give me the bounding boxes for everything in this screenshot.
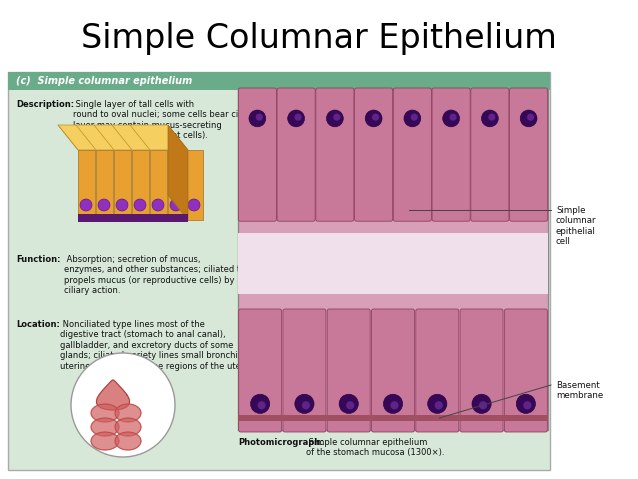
- Text: (c)  Simple columnar epithelium: (c) Simple columnar epithelium: [16, 76, 192, 86]
- Bar: [132, 150, 149, 220]
- Polygon shape: [168, 125, 188, 220]
- Ellipse shape: [411, 114, 418, 121]
- FancyBboxPatch shape: [277, 88, 315, 221]
- Bar: [78, 150, 95, 220]
- Polygon shape: [58, 125, 188, 150]
- FancyBboxPatch shape: [432, 88, 470, 221]
- Bar: [186, 150, 203, 220]
- Bar: [238, 415, 548, 421]
- Ellipse shape: [390, 401, 399, 410]
- Text: Description:: Description:: [16, 100, 74, 109]
- Polygon shape: [115, 404, 141, 422]
- Polygon shape: [91, 418, 119, 436]
- Bar: [114, 150, 131, 220]
- Ellipse shape: [365, 110, 382, 127]
- Text: Single layer of tall cells with
round to oval nuclei; some cells bear cilia;
lay: Single layer of tall cells with round to…: [73, 100, 251, 140]
- Polygon shape: [115, 432, 141, 450]
- Text: Location:: Location:: [16, 320, 60, 329]
- FancyBboxPatch shape: [505, 309, 547, 432]
- Ellipse shape: [383, 394, 403, 413]
- Text: Simple
columnar
epithelial
cell: Simple columnar epithelial cell: [556, 206, 597, 246]
- Polygon shape: [91, 404, 119, 422]
- FancyBboxPatch shape: [327, 309, 370, 432]
- Polygon shape: [91, 432, 119, 450]
- Ellipse shape: [339, 394, 359, 413]
- FancyBboxPatch shape: [283, 309, 326, 432]
- Text: Absorption; secretion of mucus,
enzymes, and other substances; ciliated type
pro: Absorption; secretion of mucus, enzymes,…: [64, 255, 256, 295]
- Ellipse shape: [288, 110, 304, 127]
- Ellipse shape: [134, 199, 146, 211]
- Ellipse shape: [450, 114, 457, 121]
- Ellipse shape: [152, 199, 164, 211]
- Ellipse shape: [404, 110, 421, 127]
- FancyBboxPatch shape: [416, 309, 459, 432]
- Ellipse shape: [516, 394, 535, 413]
- FancyBboxPatch shape: [316, 88, 354, 221]
- Ellipse shape: [327, 110, 343, 127]
- Circle shape: [71, 353, 175, 457]
- Ellipse shape: [295, 394, 314, 413]
- Bar: [238, 233, 548, 294]
- Ellipse shape: [443, 110, 459, 127]
- Bar: [8, 72, 550, 470]
- Ellipse shape: [170, 199, 182, 211]
- Bar: [78, 214, 188, 222]
- FancyBboxPatch shape: [371, 309, 415, 432]
- FancyBboxPatch shape: [393, 88, 431, 221]
- FancyBboxPatch shape: [355, 88, 392, 221]
- Text: Simple Columnar Epithelium: Simple Columnar Epithelium: [81, 22, 557, 55]
- Ellipse shape: [527, 114, 534, 121]
- Ellipse shape: [520, 110, 537, 127]
- Ellipse shape: [523, 401, 531, 410]
- Ellipse shape: [98, 199, 110, 211]
- Text: Function:: Function:: [16, 255, 61, 264]
- Bar: [150, 150, 167, 220]
- Ellipse shape: [258, 401, 265, 410]
- Ellipse shape: [295, 114, 302, 121]
- Ellipse shape: [302, 401, 310, 410]
- FancyBboxPatch shape: [239, 309, 281, 432]
- Polygon shape: [115, 418, 141, 436]
- Ellipse shape: [482, 110, 498, 127]
- Text: Basement
membrane: Basement membrane: [556, 381, 604, 400]
- Ellipse shape: [188, 199, 200, 211]
- Ellipse shape: [488, 114, 495, 121]
- Bar: [238, 90, 548, 430]
- Ellipse shape: [249, 110, 266, 127]
- Text: Nonciliated type lines most of the
digestive tract (stomach to anal canal),
gall: Nonciliated type lines most of the diges…: [60, 320, 256, 371]
- Ellipse shape: [251, 394, 270, 413]
- FancyBboxPatch shape: [239, 88, 276, 221]
- Ellipse shape: [427, 394, 447, 413]
- FancyBboxPatch shape: [460, 309, 503, 432]
- Polygon shape: [96, 380, 130, 410]
- Bar: [8, 72, 550, 90]
- Bar: [168, 150, 185, 220]
- FancyBboxPatch shape: [510, 88, 547, 221]
- Bar: [96, 150, 113, 220]
- Ellipse shape: [256, 114, 263, 121]
- Ellipse shape: [116, 199, 128, 211]
- Ellipse shape: [472, 394, 491, 413]
- Ellipse shape: [372, 114, 379, 121]
- Text: Simple columnar epithelium
of the stomach mucosa (1300×).: Simple columnar epithelium of the stomac…: [306, 438, 445, 457]
- Ellipse shape: [434, 401, 443, 410]
- Text: Photomicrograph:: Photomicrograph:: [238, 438, 323, 447]
- Ellipse shape: [479, 401, 487, 410]
- Ellipse shape: [80, 199, 92, 211]
- FancyBboxPatch shape: [471, 88, 509, 221]
- Ellipse shape: [333, 114, 341, 121]
- Ellipse shape: [346, 401, 354, 410]
